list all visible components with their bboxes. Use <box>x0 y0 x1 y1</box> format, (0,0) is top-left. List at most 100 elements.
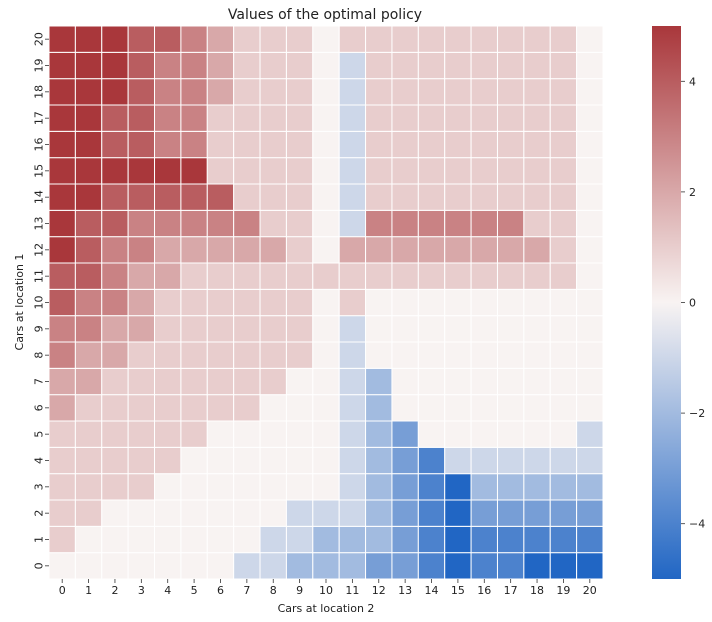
y-tick-label: 0 <box>33 562 46 569</box>
heatmap-cell <box>180 183 208 211</box>
heatmap-cell <box>233 446 261 475</box>
heatmap-cell <box>154 236 182 264</box>
x-tick-label: 18 <box>530 584 544 597</box>
heatmap-cell <box>206 157 235 185</box>
heatmap-cell <box>48 394 76 422</box>
heatmap-cell <box>180 420 208 448</box>
heatmap-cell <box>74 473 103 501</box>
heatmap-cell <box>180 552 208 580</box>
heatmap-cell <box>496 236 525 264</box>
heatmap-cell <box>180 209 208 238</box>
heatmap-cell <box>576 262 604 290</box>
y-tick-label: 11 <box>33 269 46 283</box>
heatmap-cell <box>444 394 472 422</box>
heatmap-cell <box>74 183 103 211</box>
heatmap-cell <box>576 552 604 580</box>
heatmap-cell <box>154 367 182 396</box>
heatmap-cell <box>496 473 525 501</box>
heatmap-cell <box>523 104 551 132</box>
heatmap-cell <box>48 236 76 264</box>
x-tick-label: 14 <box>425 584 439 597</box>
heatmap-cell <box>549 552 578 580</box>
x-tick-label: 12 <box>372 584 386 597</box>
heatmap-cell <box>576 525 604 554</box>
heatmap-cell <box>285 25 314 53</box>
heatmap-cell <box>365 51 393 80</box>
heatmap-cell <box>285 420 314 448</box>
heatmap-cell <box>206 236 235 264</box>
heatmap-cell <box>48 25 76 53</box>
heatmap-cell <box>444 130 472 159</box>
heatmap-cell <box>180 446 208 475</box>
heatmap-cell <box>312 209 340 238</box>
heatmap-cell <box>365 367 393 396</box>
heatmap-cell <box>338 446 367 475</box>
heatmap-cell <box>549 78 578 106</box>
heatmap-cell <box>576 499 604 527</box>
x-axis-ticks: 0 1 2 3 4 5 6 7 8 9 10 11 12 13 14 15 16 17 18 19 20 <box>59 579 597 597</box>
heatmap-cell <box>206 183 235 211</box>
heatmap-cell <box>523 236 551 264</box>
heatmap-cell <box>259 341 287 369</box>
heatmap-cell <box>549 499 578 527</box>
heatmap-cell <box>576 183 604 211</box>
heatmap-cell <box>74 236 103 264</box>
heatmap-cell <box>496 78 525 106</box>
heatmap-cell <box>576 446 604 475</box>
heatmap-cell <box>180 51 208 80</box>
heatmap-cell <box>444 51 472 80</box>
heatmap-cell <box>48 473 76 501</box>
heatmap-cell <box>365 446 393 475</box>
x-tick-label: 4 <box>164 584 171 597</box>
y-tick-label: 4 <box>33 457 46 464</box>
heatmap-cell <box>365 157 393 185</box>
heatmap-cell <box>391 183 419 211</box>
heatmap-cell <box>576 394 604 422</box>
heatmap-cell <box>101 288 129 317</box>
heatmap-cell <box>470 552 498 580</box>
heatmap-cell <box>523 262 551 290</box>
heatmap-cell <box>470 25 498 53</box>
heatmap-cell <box>74 130 103 159</box>
heatmap-cell <box>391 525 419 554</box>
heatmap-cell <box>48 315 76 343</box>
heatmap-cell <box>470 394 498 422</box>
heatmap-cell <box>523 209 551 238</box>
heatmap-cell <box>391 157 419 185</box>
heatmap-cell <box>496 130 525 159</box>
heatmap-cell <box>470 288 498 317</box>
heatmap-cell <box>549 262 578 290</box>
heatmap-cell <box>417 209 446 238</box>
heatmap-cell <box>365 262 393 290</box>
x-tick-label: 1 <box>85 584 92 597</box>
heatmap-cell <box>417 525 446 554</box>
heatmap-cell <box>259 130 287 159</box>
x-tick-label: 7 <box>243 584 250 597</box>
heatmap-cell <box>312 25 340 53</box>
heatmap-cell <box>417 420 446 448</box>
x-tick-label: 5 <box>191 584 198 597</box>
heatmap-cell <box>549 209 578 238</box>
heatmap-cell <box>338 367 367 396</box>
heatmap-cell <box>206 367 235 396</box>
heatmap-cell <box>206 78 235 106</box>
x-axis-label: Cars at location 2 <box>278 602 375 615</box>
heatmap-cell <box>127 25 156 53</box>
heatmap-cell <box>496 367 525 396</box>
heatmap-cell <box>48 51 76 80</box>
heatmap-cell <box>154 209 182 238</box>
heatmap-cell <box>127 525 156 554</box>
heatmap-cell <box>259 394 287 422</box>
heatmap-cell <box>285 104 314 132</box>
heatmap-cell <box>338 341 367 369</box>
heatmap-cell <box>154 341 182 369</box>
heatmap-cell <box>74 420 103 448</box>
heatmap-cell <box>365 341 393 369</box>
heatmap-cell <box>523 341 551 369</box>
heatmap-cell <box>338 262 367 290</box>
heatmap-cell <box>233 157 261 185</box>
heatmap-cell <box>496 315 525 343</box>
heatmap-cell <box>101 552 129 580</box>
heatmap-cell <box>101 236 129 264</box>
